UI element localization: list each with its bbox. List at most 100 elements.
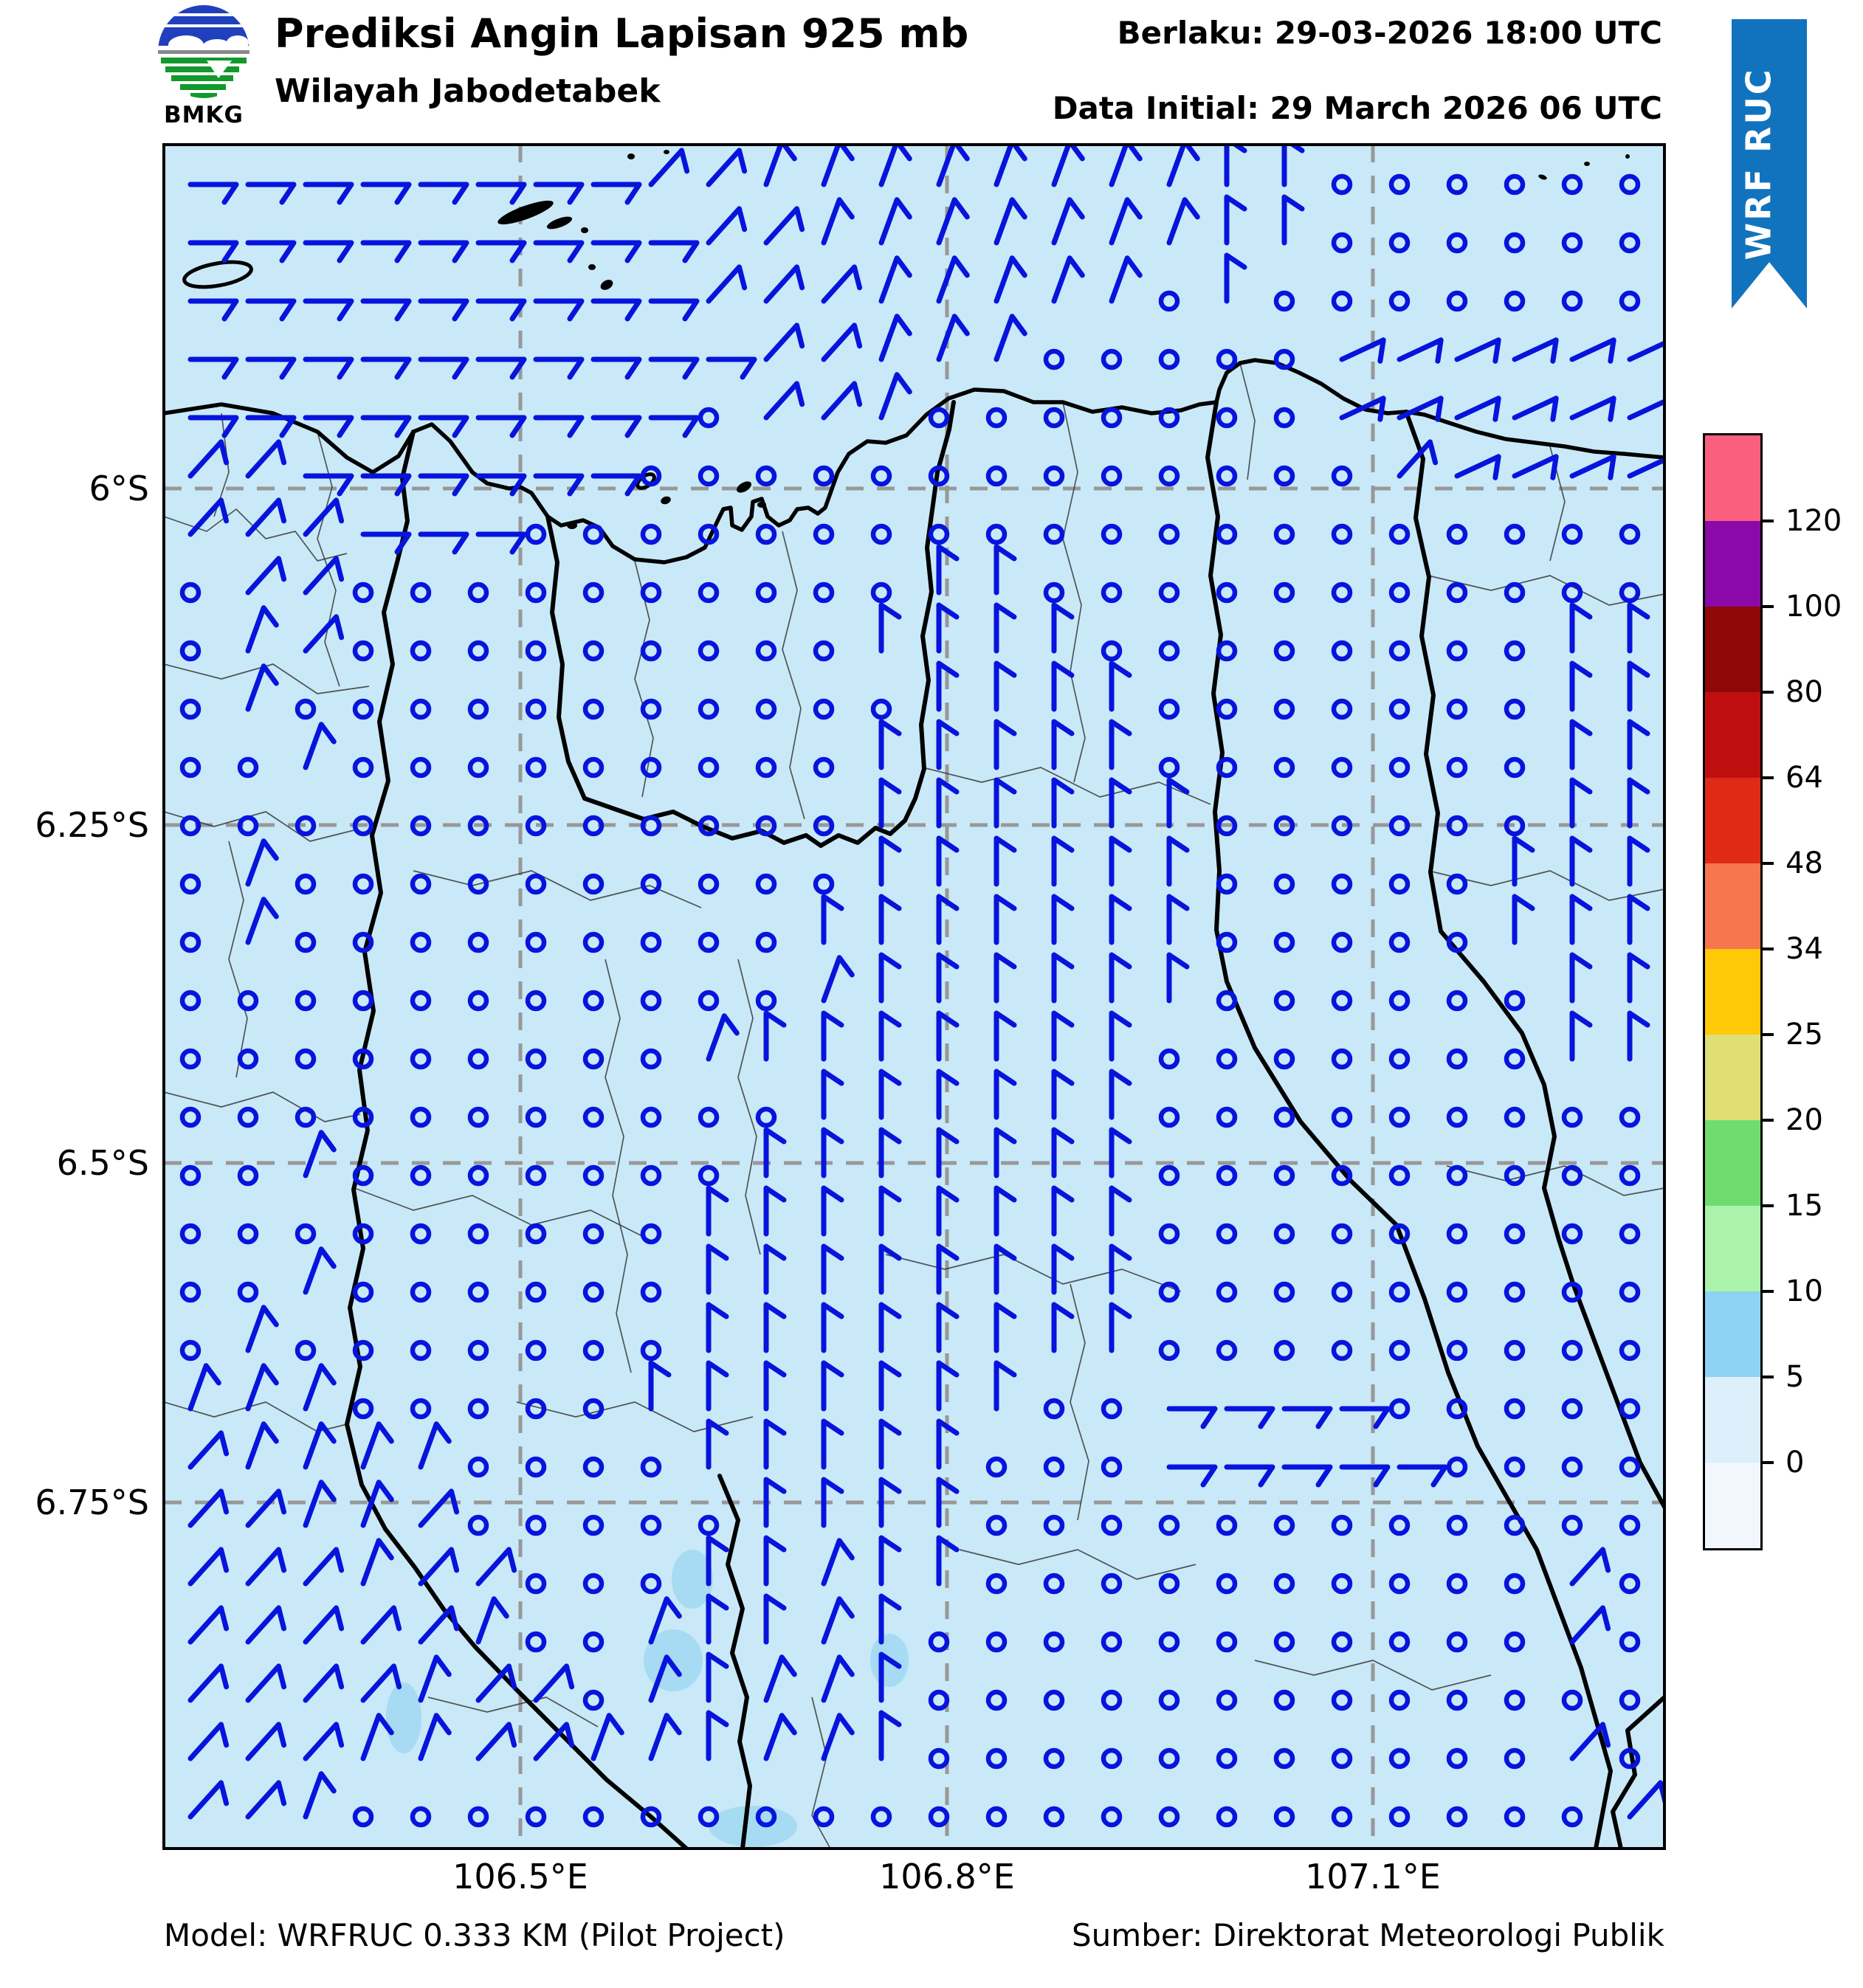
district-boundary: [427, 1697, 599, 1728]
calm-circle: [640, 640, 662, 662]
wind-barb: [590, 240, 642, 263]
calm-circle: [1101, 1456, 1123, 1478]
calm-circle: [582, 1573, 605, 1595]
calm-circle: [1273, 1106, 1295, 1128]
wind-barb: [878, 894, 902, 945]
calm-circle: [1101, 1806, 1123, 1828]
calm-circle: [698, 640, 720, 662]
calm-circle: [1561, 1456, 1583, 1478]
wind-barb: [418, 415, 469, 438]
calm-circle: [698, 523, 720, 545]
calm-circle: [582, 1806, 605, 1828]
wind-barb: [1051, 1069, 1075, 1120]
calm-circle: [467, 873, 489, 895]
calm-circle: [1158, 756, 1180, 779]
wind-barb: [878, 1360, 902, 1412]
wind-barb: [187, 1547, 230, 1587]
wind-barb: [821, 1010, 844, 1062]
wind-barb: [648, 298, 700, 322]
calm-circle: [985, 1456, 1008, 1478]
wind-barb: [1454, 337, 1501, 364]
calm-circle: [813, 581, 835, 604]
calm-circle: [1504, 173, 1526, 196]
wind-barb: [1281, 1406, 1333, 1429]
calm-circle: [1273, 1048, 1295, 1070]
calm-circle: [1388, 1106, 1411, 1128]
wind-barb: [1281, 145, 1305, 187]
province-boundary: [1205, 400, 1613, 1849]
wind-barb: [303, 415, 354, 438]
calm-circle: [1216, 407, 1238, 429]
wind-barb: [936, 1477, 960, 1528]
wind-barb: [418, 1488, 460, 1528]
wind-barb: [475, 1663, 517, 1703]
calm-circle: [1216, 1281, 1238, 1303]
calm-circle: [870, 698, 892, 720]
calm-circle: [1216, 1106, 1238, 1128]
calm-circle: [1446, 1048, 1468, 1070]
wind-barb: [475, 473, 527, 497]
calm-circle: [640, 756, 662, 779]
wind-barb: [648, 1654, 682, 1703]
colorbar-tick-label: 0: [1785, 1446, 1805, 1480]
calm-circle: [1388, 1048, 1411, 1070]
wind-barb: [187, 356, 239, 380]
wind-barb: [475, 240, 527, 263]
wind-barb: [245, 1305, 279, 1353]
calm-circle: [467, 1223, 489, 1245]
calm-circle: [928, 407, 950, 429]
calm-circle: [1273, 1223, 1295, 1245]
wind-barb: [187, 1780, 230, 1820]
wind-barb: [303, 1421, 337, 1470]
calm-circle: [1619, 1281, 1641, 1303]
wind-barb: [533, 473, 585, 497]
calm-circle: [1504, 1689, 1526, 1711]
calm-circle: [640, 1281, 662, 1303]
calm-circle: [1273, 1689, 1295, 1711]
calm-circle: [1388, 1747, 1411, 1770]
calm-circle: [179, 873, 202, 895]
calm-circle: [179, 756, 202, 779]
wind-barb: [418, 298, 469, 322]
calm-circle: [640, 1223, 662, 1245]
calm-circle: [1388, 931, 1411, 953]
calm-circle: [1273, 1573, 1295, 1595]
calm-circle: [1043, 407, 1065, 429]
colorbar-tick: [1760, 605, 1774, 608]
calm-circle: [1446, 1806, 1468, 1828]
wind-barb: [1166, 197, 1200, 246]
wind-barb: [475, 182, 527, 205]
calm-circle: [985, 407, 1008, 429]
calm-circle: [582, 815, 605, 837]
district-boundary: [1070, 1283, 1089, 1521]
calm-circle: [1273, 1281, 1295, 1303]
calm-circle: [1331, 1048, 1353, 1070]
wind-speed-patch: [672, 1550, 713, 1609]
calm-circle: [985, 465, 1008, 487]
wind-barb: [245, 439, 287, 479]
wind-barb: [245, 1547, 287, 1587]
wind-barb: [360, 531, 412, 555]
valid-time-label: Berlaku: 29-03-2026 18:00 UTC: [1117, 15, 1662, 51]
calm-circle: [1504, 1747, 1526, 1770]
calm-circle: [410, 756, 432, 779]
calm-circle: [1388, 173, 1411, 196]
wind-barb: [1051, 602, 1075, 654]
wind-barb: [763, 1535, 787, 1587]
calm-circle: [1446, 232, 1468, 254]
calm-circle: [698, 581, 720, 604]
wind-barb: [763, 206, 805, 246]
wind-barb: [1569, 660, 1593, 712]
calm-circle: [1216, 465, 1238, 487]
calm-circle: [410, 698, 432, 720]
calm-circle: [640, 873, 662, 895]
wind-barb: [533, 240, 585, 263]
wind-barb: [936, 660, 960, 712]
wind-barb: [706, 1418, 729, 1470]
calm-circle: [1273, 407, 1295, 429]
wind-barb: [1051, 1010, 1075, 1062]
wind-barb: [1109, 719, 1132, 770]
calm-circle: [1388, 1689, 1411, 1711]
calm-circle: [1619, 1164, 1641, 1187]
calm-circle: [1504, 1281, 1526, 1303]
